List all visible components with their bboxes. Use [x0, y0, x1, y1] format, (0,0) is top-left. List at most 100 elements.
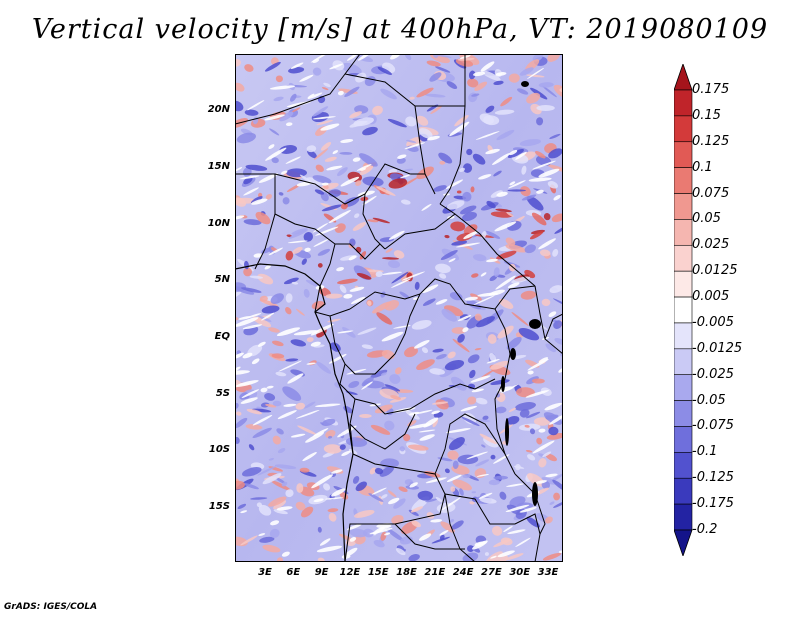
velocity-cell — [329, 63, 344, 70]
velocity-cell — [348, 255, 357, 261]
velocity-cell — [275, 477, 286, 484]
velocity-cell — [492, 153, 511, 165]
velocity-cell — [404, 479, 414, 486]
velocity-cell — [321, 87, 329, 91]
velocity-cell — [349, 528, 368, 538]
velocity-cell — [337, 330, 354, 334]
velocity-cell — [482, 415, 489, 421]
velocity-cell — [452, 479, 472, 491]
velocity-cell — [252, 414, 273, 426]
velocity-cell — [472, 254, 487, 262]
velocity-cell — [477, 292, 499, 297]
velocity-cell — [273, 500, 287, 510]
velocity-cell — [268, 144, 275, 150]
velocity-cell — [381, 372, 387, 376]
velocity-cell — [429, 368, 445, 375]
velocity-cell — [433, 185, 447, 192]
velocity-cell — [312, 106, 329, 117]
velocity-cell — [475, 131, 500, 140]
lat-label-eq: EQ — [214, 331, 230, 342]
colorbar-bin — [674, 477, 693, 505]
velocity-cell — [413, 339, 430, 349]
lon-label-9e: 9E — [314, 567, 329, 578]
velocity-cell — [536, 105, 555, 111]
velocity-cell — [526, 196, 544, 211]
lon-label-33e: 33E — [537, 567, 559, 578]
velocity-cell — [547, 50, 561, 62]
velocity-cell — [253, 253, 263, 258]
velocity-cell — [526, 92, 541, 104]
velocity-cell — [429, 72, 442, 82]
velocity-cell — [362, 126, 378, 136]
velocity-cell — [306, 177, 324, 186]
velocity-cell — [417, 490, 433, 501]
velocity-cell — [493, 170, 502, 177]
colorbar-bin — [674, 270, 693, 298]
velocity-cell — [524, 424, 530, 428]
velocity-cell — [356, 163, 372, 171]
velocity-cell — [280, 170, 288, 175]
velocity-cell — [471, 93, 480, 97]
colorbar-level-label: -0.125 — [692, 470, 734, 486]
velocity-cell — [239, 175, 260, 180]
velocity-cell — [374, 404, 393, 414]
velocity-cell — [445, 179, 464, 189]
velocity-cell — [240, 535, 258, 546]
velocity-cell — [475, 397, 488, 405]
velocity-cell — [285, 489, 294, 498]
velocity-cell — [258, 173, 279, 183]
velocity-cell — [337, 278, 358, 285]
velocity-cell — [431, 536, 451, 544]
velocity-cell — [288, 229, 308, 239]
velocity-cell — [497, 550, 515, 558]
velocity-cell — [262, 473, 282, 485]
velocity-cell — [391, 271, 409, 284]
velocity-cell — [538, 168, 560, 178]
velocity-cell — [248, 444, 255, 451]
velocity-cell — [515, 151, 527, 160]
velocity-cell — [278, 360, 302, 372]
velocity-cell — [357, 327, 377, 335]
velocity-cell — [473, 71, 486, 77]
velocity-cell — [265, 147, 287, 161]
velocity-cell — [312, 116, 336, 120]
velocity-cell — [328, 210, 351, 224]
velocity-cell — [317, 263, 323, 268]
velocity-cell — [405, 116, 417, 127]
colorbar-level-label: 0.0125 — [692, 263, 738, 279]
velocity-cell — [265, 193, 272, 200]
velocity-cell — [534, 150, 546, 159]
velocity-cell — [323, 483, 331, 491]
velocity-cell — [390, 52, 401, 60]
velocity-cell — [352, 475, 360, 484]
velocity-cell — [493, 267, 500, 277]
velocity-cell — [535, 480, 547, 484]
velocity-cell — [478, 492, 493, 499]
velocity-cell — [448, 437, 465, 451]
velocity-cell — [388, 497, 400, 505]
velocity-cell — [361, 381, 373, 390]
lat-label-20n: 20N — [207, 104, 230, 115]
velocity-cell — [497, 386, 514, 392]
velocity-cell — [444, 234, 450, 239]
velocity-cell — [470, 186, 475, 193]
velocity-cell — [275, 75, 283, 83]
colorbar-bin — [674, 193, 693, 220]
velocity-cell — [388, 178, 408, 189]
velocity-cell — [545, 473, 558, 478]
velocity-cell — [237, 503, 247, 510]
velocity-cell — [391, 514, 404, 525]
velocity-cell — [290, 339, 307, 347]
velocity-cell — [344, 86, 360, 98]
velocity-cell — [450, 221, 466, 232]
lon-label-18e: 18E — [396, 567, 417, 578]
velocity-cell — [466, 451, 488, 460]
velocity-cell — [538, 357, 549, 364]
velocity-cell — [354, 509, 375, 518]
velocity-cell — [511, 312, 529, 326]
velocity-cell — [553, 492, 561, 501]
velocity-cell — [496, 191, 508, 197]
velocity-cell — [361, 344, 373, 349]
velocity-cell — [475, 459, 490, 467]
velocity-cell — [264, 114, 285, 121]
